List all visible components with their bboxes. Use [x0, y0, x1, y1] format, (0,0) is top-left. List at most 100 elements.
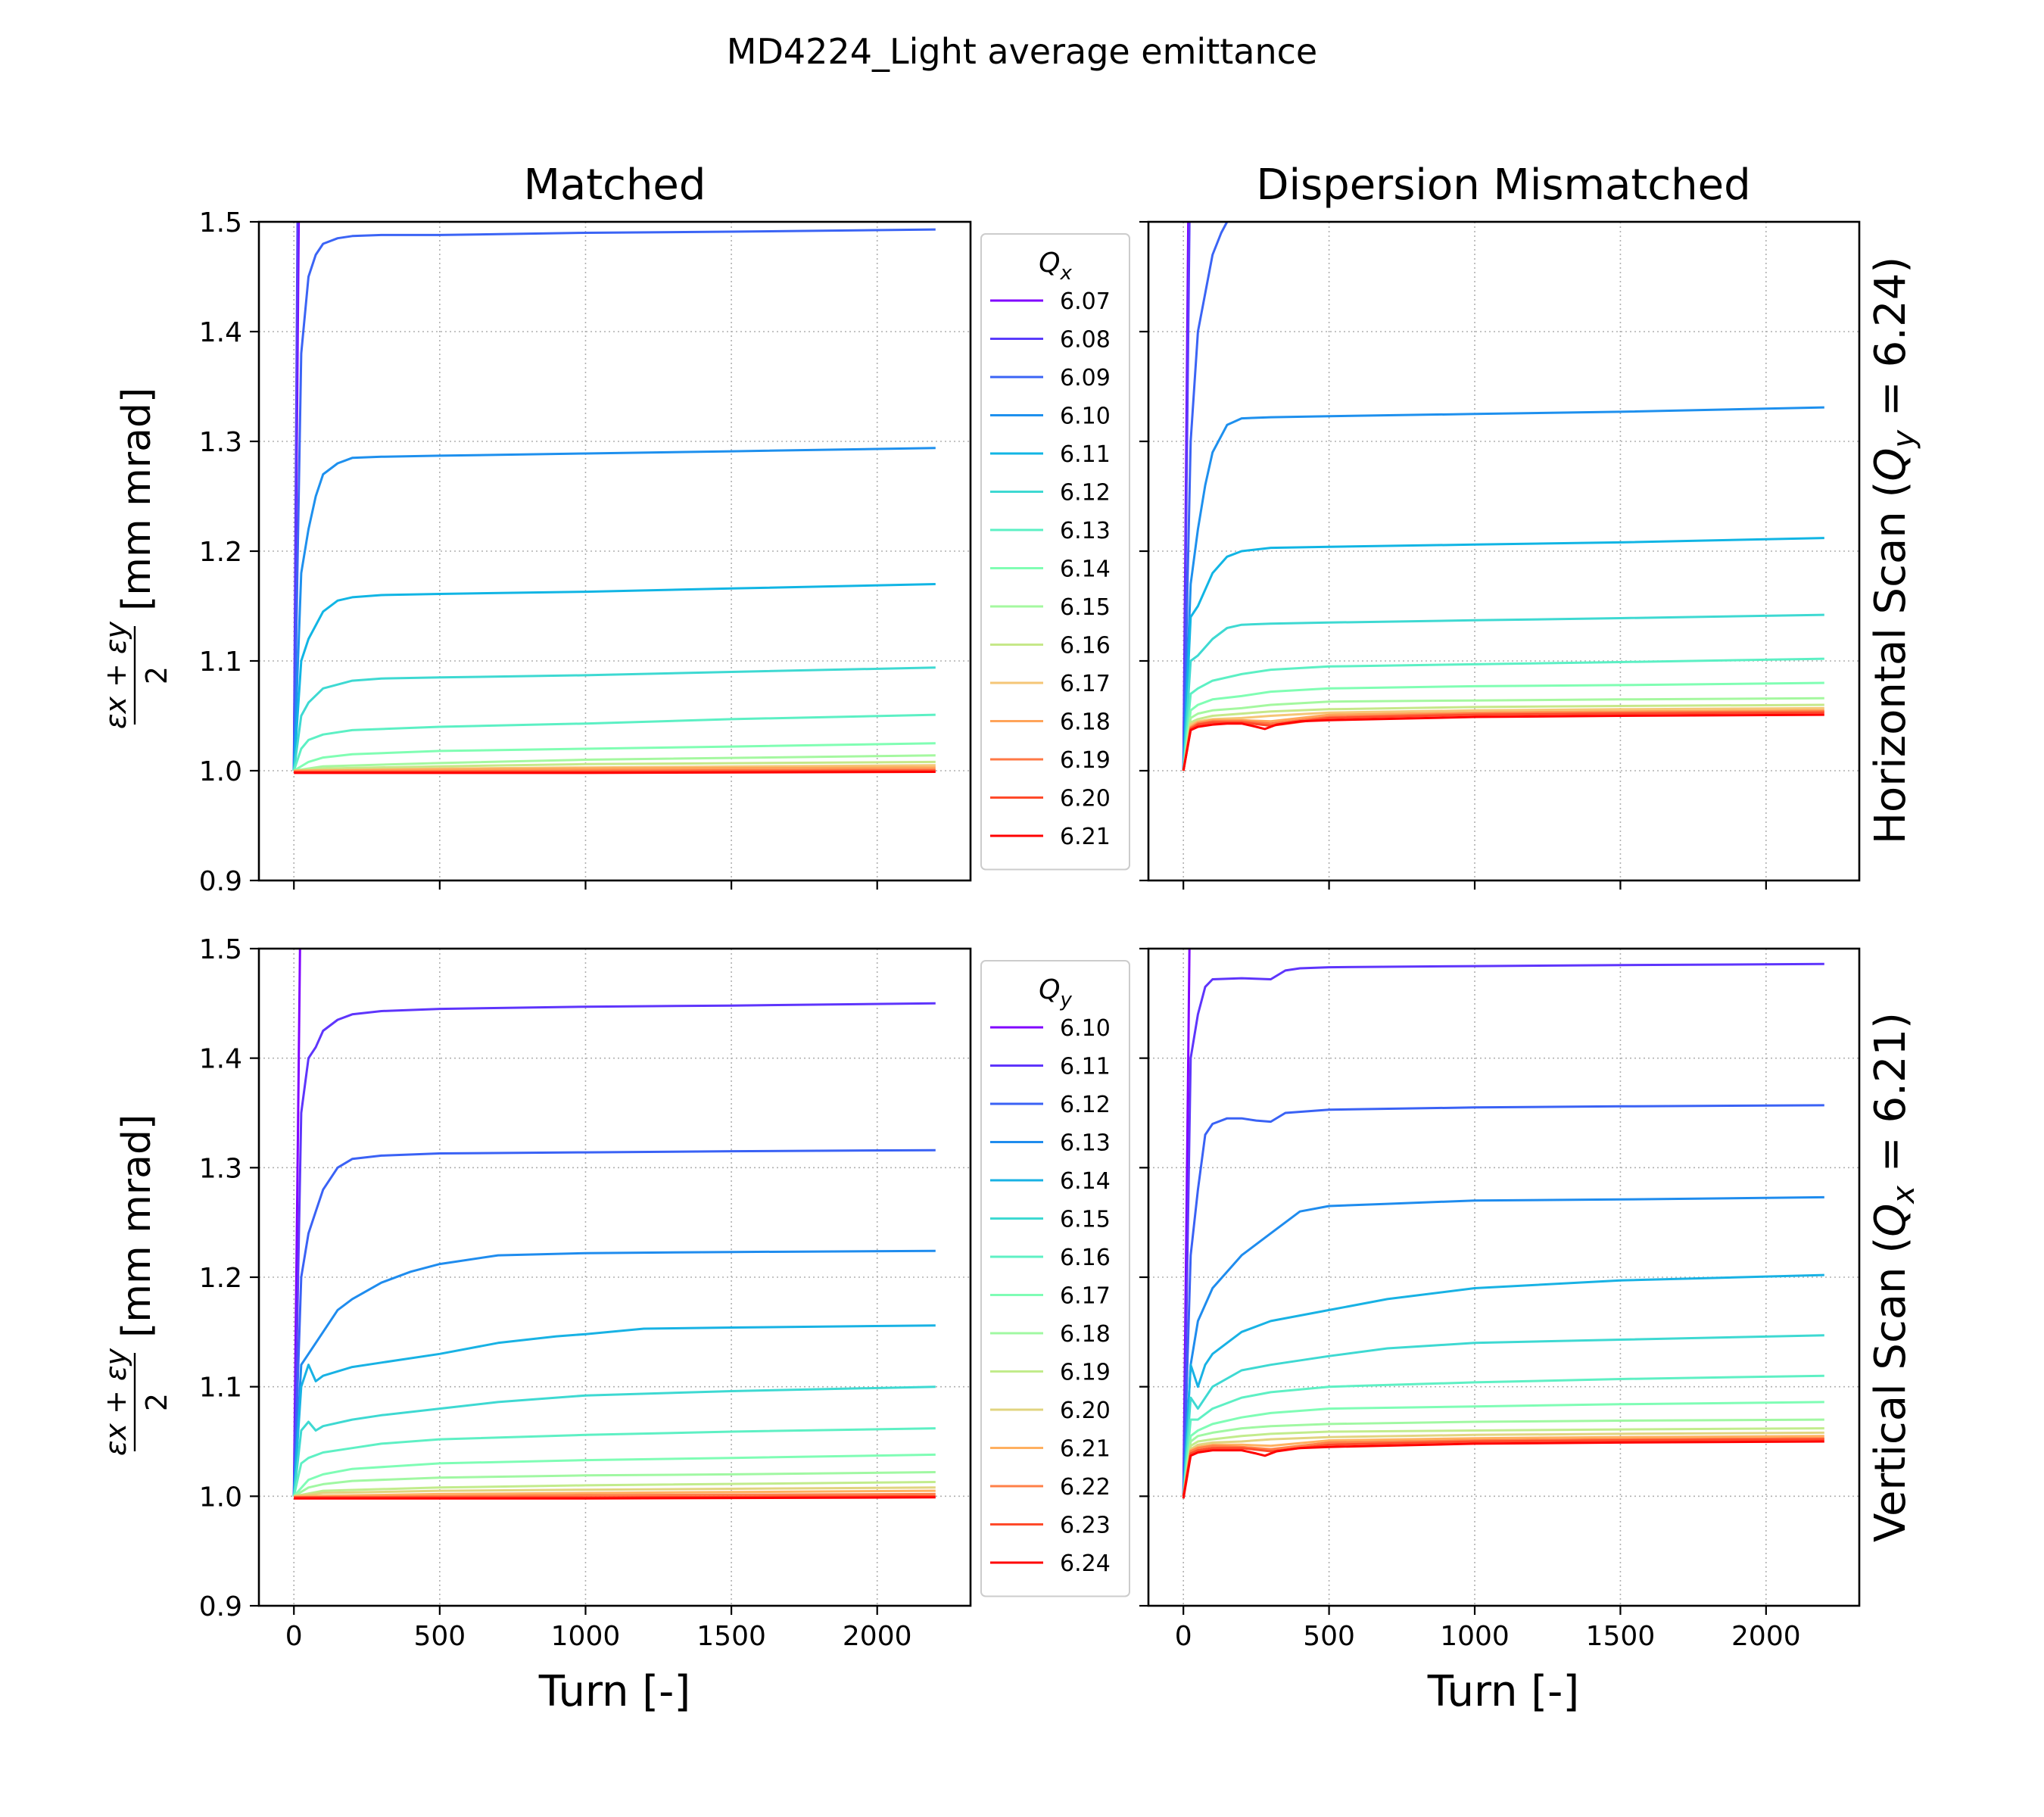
- panel-bottom-right: 0 500 1000 1500 2000: [1139, 947, 1861, 1652]
- series-line-6.18: [1182, 1418, 1824, 1497]
- y-label-unit: [mm mrad]: [114, 388, 160, 611]
- series-line-6.23: [1182, 1438, 1824, 1497]
- y-label-denominator: 2: [140, 666, 173, 684]
- legend-label: 6.15: [1060, 1207, 1111, 1233]
- grid: [259, 948, 971, 1607]
- x-tick-label: 1500: [696, 1621, 766, 1652]
- x-tick-label: 500: [1303, 1621, 1355, 1652]
- y-tick-label: 1.0: [199, 756, 242, 787]
- series-line-6.11: [1182, 962, 1824, 1497]
- x-axis-label-right: Turn [-]: [1427, 1667, 1579, 1716]
- y-axis-label-bottom: εx + εy 2 [mm mrad]: [99, 1114, 173, 1456]
- series-line-6.17: [1182, 1401, 1824, 1497]
- series-line-6.12: [1182, 613, 1824, 771]
- y-tick-label: 1.1: [199, 647, 242, 678]
- series-line-6.22: [1182, 1437, 1824, 1497]
- y-label-unit: [mm mrad]: [114, 1114, 160, 1338]
- legend: Qx 6.07 6.08 6.09 6.10 6.11 6.12 6.13 6.14 6.15 6.…: [980, 233, 1130, 871]
- x-tick-label: 1000: [551, 1621, 621, 1652]
- x-tick-label: 0: [1175, 1621, 1192, 1652]
- series-line-6.18: [294, 766, 936, 772]
- x-tick-label: 0: [285, 1621, 303, 1652]
- x-tick-label: 1500: [1586, 1621, 1656, 1652]
- legend-label: 6.17: [1060, 671, 1111, 697]
- series-line-6.19: [293, 1481, 936, 1498]
- legend-label: 6.11: [1060, 1054, 1111, 1080]
- y-tick-label: 1.1: [199, 1373, 242, 1404]
- legend-label: 6.20: [1060, 1398, 1111, 1424]
- x-tick-label: 1000: [1440, 1621, 1510, 1652]
- grid: [259, 221, 971, 881]
- panel-top-right: [1139, 220, 1861, 890]
- series-line-6.20: [294, 1486, 936, 1498]
- series-line-6.15: [292, 1385, 936, 1497]
- legend-label: 6.22: [1060, 1474, 1111, 1501]
- series-line-6.11: [1182, 537, 1824, 771]
- series-line-6.15: [1182, 1334, 1824, 1497]
- y-tick-label: 1.4: [199, 1044, 242, 1075]
- legend-label: 6.08: [1060, 327, 1111, 354]
- legend-label: 6.20: [1060, 786, 1111, 812]
- series-line-6.12: [1182, 1104, 1824, 1497]
- series-group: [292, 222, 936, 774]
- series-line-6.08: [292, 222, 299, 771]
- series-line-6.19: [1182, 1427, 1824, 1497]
- series-line-6.21: [294, 1489, 936, 1498]
- y-tick-label: 1.2: [199, 1263, 242, 1294]
- legend-frame: [980, 960, 1130, 1597]
- legend-label: 6.21: [1060, 824, 1111, 850]
- series-line-6.16: [1182, 1374, 1824, 1497]
- panel-top-left: 0.9 1.0 1.1 1.2 1.3 1.4 1.5 Qx 6.07 6.08 6.09 6.10 6…: [199, 207, 1130, 897]
- legend-label: 6.13: [1060, 518, 1111, 544]
- y-label-numerator: εx + εy: [99, 621, 132, 729]
- y-tick-label: 1.0: [199, 1482, 242, 1513]
- series-line-6.14: [293, 742, 936, 772]
- series-line-6.10: [292, 447, 936, 771]
- series-line-6.11: [292, 583, 936, 771]
- series-line-6.20: [1182, 1431, 1824, 1497]
- series-line-6.13: [292, 713, 936, 771]
- legend-label: 6.19: [1060, 747, 1111, 774]
- panel-bottom-left: 0 500 1000 1500 2000 0.9 1.0 1.1 1.2 1.3 1.4 1.5 Qy 6…: [199, 934, 1130, 1652]
- y-label-numerator: εx + εy: [99, 1348, 132, 1456]
- series-line-6.12: [292, 1148, 936, 1497]
- y-tick-label: 1.5: [199, 934, 242, 965]
- legend-label: 6.13: [1060, 1130, 1111, 1157]
- series-line-6.14: [1182, 1273, 1824, 1497]
- legend-label: 6.18: [1060, 1321, 1111, 1348]
- series-line-6.09: [1182, 222, 1229, 771]
- row-title-vertical-scan: Vertical Scan (Qx = 6.21): [1866, 1012, 1921, 1542]
- legend-label: 6.12: [1060, 1092, 1111, 1118]
- row-title-horizontal-scan: Horizontal Scan (Qy = 6.24): [1866, 257, 1921, 844]
- legend-label: 6.10: [1060, 1015, 1111, 1042]
- figure-suptitle: MD4224_Light average emittance: [727, 31, 1317, 72]
- grid: [1148, 221, 1859, 881]
- legend-label: 6.14: [1060, 556, 1111, 583]
- legend: Qy 6.10 6.11 6.12 6.13 6.14 6.15 6.16 6.17 6.18 6.…: [980, 960, 1130, 1597]
- column-title-dispersion-mismatched: Dispersion Mismatched: [1256, 161, 1750, 210]
- legend-label: 6.24: [1060, 1551, 1111, 1577]
- legend-label: 6.16: [1060, 633, 1111, 659]
- series-line-6.13: [1182, 1195, 1824, 1497]
- series-line-6.17: [1182, 706, 1824, 771]
- legend-label: 6.14: [1060, 1168, 1111, 1195]
- x-tick-label: 500: [413, 1621, 466, 1652]
- legend-frame: [980, 233, 1130, 871]
- y-tick-label: 0.9: [199, 866, 242, 897]
- legend-title: Qy: [1039, 974, 1072, 1011]
- series-line-6.16: [294, 760, 936, 772]
- series-line-6.09: [292, 228, 936, 771]
- y-axis-label-top: εx + εy 2 [mm mrad]: [99, 388, 173, 729]
- y-label-denominator: 2: [140, 1393, 173, 1411]
- series-line-6.14: [1182, 681, 1824, 771]
- legend-label: 6.21: [1060, 1436, 1111, 1463]
- series-line-6.18: [293, 1471, 936, 1498]
- panels: 0.9 1.0 1.1 1.2 1.3 1.4 1.5 Qx 6.07 6.08 6.09 6.10 6…: [199, 207, 1861, 1652]
- legend-label: 6.11: [1060, 441, 1111, 468]
- y-tick-label: 1.3: [199, 1153, 242, 1184]
- legend-label: 6.07: [1060, 288, 1111, 315]
- series-line-6.13: [292, 1249, 936, 1497]
- series-line-6.08: [1182, 222, 1191, 771]
- legend-title: Qx: [1039, 248, 1072, 285]
